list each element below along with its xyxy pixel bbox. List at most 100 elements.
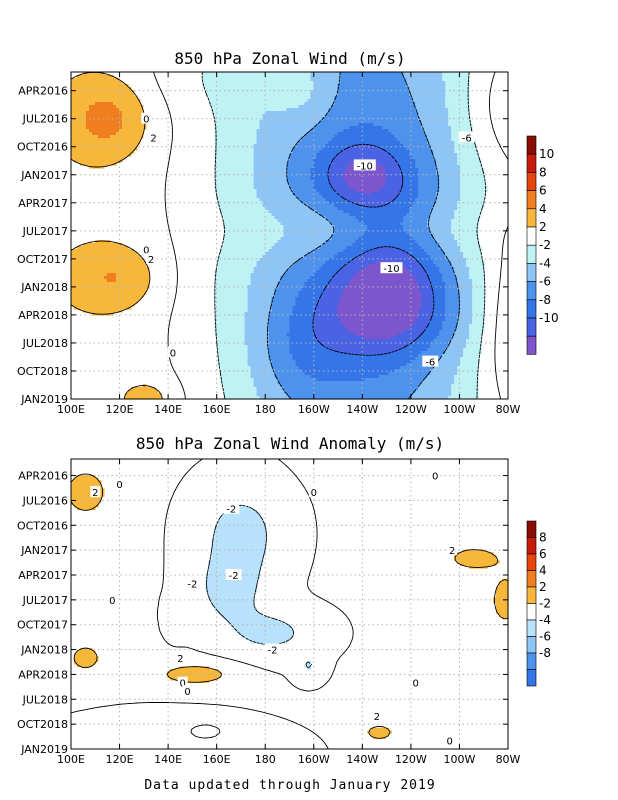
p1-fill-cell (445, 348, 464, 352)
p1-fill-cell (364, 231, 407, 235)
p1-fill-cell (247, 288, 276, 292)
chart1-plot: 02-10-602-100-6 100E 120E 140E 160E 180 160W 1… (17, 71, 521, 416)
p1-fill-cell (214, 135, 258, 139)
p1-fill-cell (295, 300, 321, 304)
x-tick-label: 160E (203, 403, 231, 416)
p1-fill-cell (448, 345, 467, 349)
p1-fill-cell (256, 192, 294, 196)
p1-fill-cell (71, 99, 141, 103)
p1-fill-cell (217, 357, 249, 361)
contour-line-neg6 (266, 71, 460, 400)
p1-fill-cell (454, 141, 476, 145)
p1-fill-cell (421, 126, 452, 130)
p1-fill-cell (469, 270, 485, 274)
p1-fill-cell (256, 138, 303, 142)
p1-fill-cell (79, 162, 117, 166)
p1-fill-cell (373, 123, 422, 127)
p1-fill-cell (436, 201, 458, 205)
p1-fill-cell (256, 141, 300, 145)
colorbar-label: -4 (539, 613, 551, 627)
p2-fill-cell (496, 589, 509, 593)
p1-fill-cell (217, 264, 258, 268)
p1-fill-cell (454, 273, 470, 277)
p1-fill-cell (71, 96, 138, 100)
p1-fill-cell (403, 186, 419, 190)
x-tick-label: 100E (57, 403, 85, 416)
p1-fill-cell (328, 282, 350, 286)
p1-fill-cell (445, 93, 470, 97)
p1-fill-cell (460, 168, 485, 172)
p2-fill-cell (457, 552, 494, 556)
contour-label-bg (447, 544, 458, 556)
p1-fill-cell (403, 228, 431, 232)
p1-fill-cell (445, 252, 464, 256)
p1-fill-cell (430, 285, 446, 289)
p1-fill-cell (433, 312, 446, 316)
p1-fill-cell (472, 279, 485, 283)
p1-fill-cell (127, 390, 159, 394)
p1-fill-cell (394, 156, 413, 160)
p1-fill-cell (71, 93, 135, 97)
p1-fill-cell (118, 108, 144, 112)
p1-fill-cell (298, 258, 330, 262)
p1-fill-cell (472, 306, 485, 310)
p2-fill-cell (496, 594, 509, 598)
p1-fill-cell (313, 81, 341, 85)
p2-fill-cell (232, 623, 291, 628)
p1-fill-cell (253, 384, 282, 388)
p1-fill-cell (268, 327, 291, 331)
y-tick-label: APR2018 (18, 309, 68, 322)
p2-fill-cell (493, 600, 509, 604)
p1-fill-cell (430, 321, 443, 325)
p1-fill-cell (319, 150, 341, 154)
p1-fill-cell (322, 294, 341, 298)
contour-label: 0 (311, 488, 317, 499)
p1-fill-cell (244, 324, 270, 328)
p1-fill-cell (310, 174, 330, 178)
p1-fill-cell (454, 213, 482, 217)
p2-fill-cell (71, 485, 102, 489)
p2-fill-cell (232, 626, 294, 630)
p1-fill-cell (379, 162, 398, 166)
p1-fill-cell (256, 135, 306, 139)
p1-fill-cell (271, 363, 297, 367)
p1-fill-cell (259, 126, 315, 130)
p1-fill-cell (292, 192, 321, 196)
p1-fill-cell (337, 309, 419, 313)
p1-fill-cell (313, 324, 344, 328)
p1-fill-cell (71, 147, 138, 151)
p1-fill-cell (325, 285, 347, 289)
p2-fill-cell (211, 554, 264, 559)
p1-fill-cell (445, 309, 461, 313)
p1-fill-cell (214, 165, 255, 169)
p1-fill-cell (436, 195, 461, 199)
p1-fill-cell (244, 312, 270, 316)
p2-fill-cell (211, 549, 267, 553)
p1-fill-cell (250, 366, 273, 370)
p1-fill-cell (205, 93, 312, 97)
p1-fill-cell (352, 258, 416, 262)
p1-fill-cell (445, 81, 470, 85)
p1-fill-cell (397, 333, 422, 337)
p1-fill-cell (244, 327, 270, 331)
p1-fill-cell (418, 171, 437, 175)
p1-fill-cell (256, 264, 294, 268)
p1-fill-cell (385, 150, 410, 154)
p1-fill-cell (424, 129, 452, 133)
p1-fill-cell (460, 291, 473, 295)
p1-fill-cell (268, 342, 291, 346)
p1-fill-cell (433, 156, 458, 160)
p1-fill-cell (328, 180, 347, 184)
p1-fill-cell (250, 282, 279, 286)
p1-fill-cell (418, 189, 440, 193)
p1-fill-cell (71, 282, 150, 286)
p1-fill-cell (214, 180, 255, 184)
p1-fill-cell (337, 312, 419, 316)
p1-fill-cell (202, 84, 315, 88)
p1-fill-cell (337, 132, 392, 136)
colorbar-label: 6 (539, 184, 547, 198)
p1-fill-cell (418, 180, 440, 184)
p1-fill-cell (358, 123, 374, 127)
p1-fill-cell (439, 180, 461, 184)
p1-fill-cell (313, 162, 333, 166)
